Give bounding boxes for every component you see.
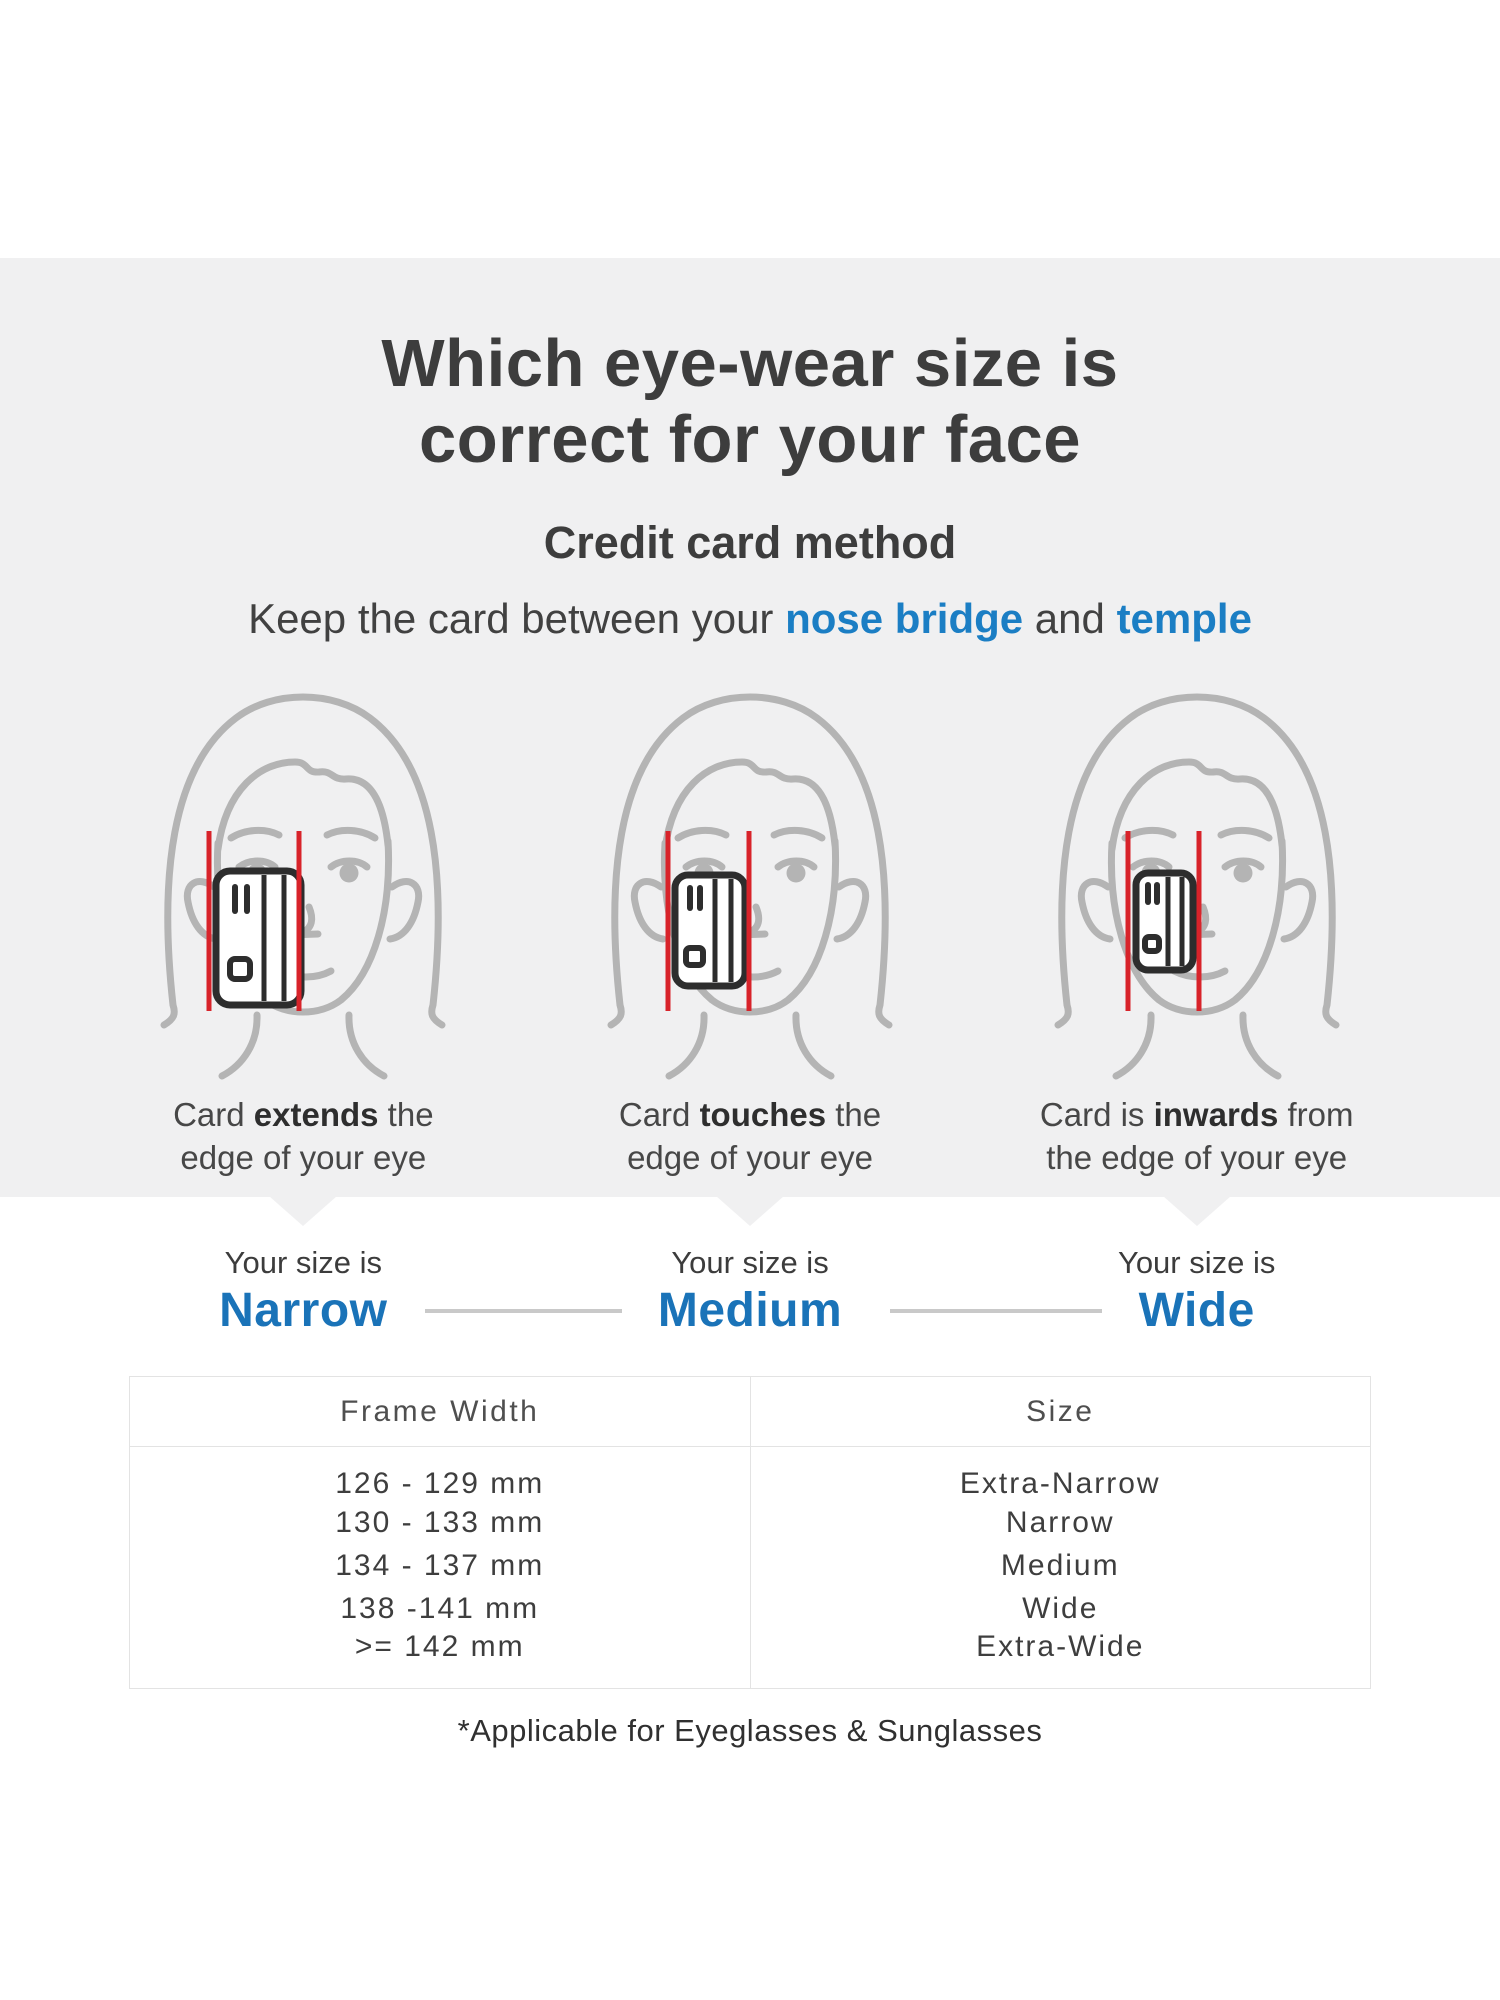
table-row: >= 142 mm Extra-Wide [129,1630,1371,1689]
caption-wide: Card is inwards from the edge of your ey… [1040,1093,1354,1180]
method-column-wide: Card is inwards from the edge of your ey… [973,673,1420,1180]
subtitle: Credit card method [543,516,957,568]
caption-line2: edge of your eye [180,1139,427,1177]
size-label: Your size is [224,1245,383,1280]
table-row: 134 - 137 mm Medium [129,1544,1371,1587]
credit-card-icon [212,867,305,1009]
credit-card-icon [1132,869,1197,974]
caption-text: Card is [1039,1095,1154,1133]
page-title: Which eye-wear size is correct for your … [0,258,1500,479]
caption-keyword: touches [699,1095,827,1133]
caption-keyword: extends [253,1095,379,1133]
caption-medium: Card touches the edge of your eye [619,1093,881,1180]
face-illustrations-row: Card extends the edge of your eye [80,673,1420,1180]
page-title-line2: correct for your face [418,402,1082,478]
caption-keyword: inwards [1153,1095,1279,1133]
triangle-pointer-wide [1162,1196,1231,1226]
page-title-line1: Which eye-wear size is [381,326,1119,401]
frame-width-cell: 130 - 133 mm [129,1501,751,1544]
column-header-frame-width: Frame Width [129,1376,751,1447]
caption-text: from [1278,1095,1354,1133]
size-value-wide: Wide [1138,1284,1255,1337]
caption-text: the [826,1095,882,1133]
method-column-medium: Card touches the edge of your eye [527,673,974,1180]
size-cell: Medium [1000,1548,1120,1582]
size-result-narrow: Your size is Narrow [80,1245,527,1337]
table-row: 138 -141 mm Wide [129,1587,1371,1630]
temple-highlight: temple [1116,594,1252,642]
caption-line2: edge of your eye [627,1139,873,1177]
instruction-prefix: Keep the card between your [248,594,786,642]
nose-bridge-highlight: nose bridge [785,594,1024,642]
size-value-medium: Medium [657,1284,843,1337]
credit-card-icon [671,871,749,990]
size-cell: Extra-Narrow [959,1467,1161,1500]
top-margin [0,0,1500,258]
table-row: 130 - 133 mm Narrow [129,1501,1371,1544]
size-label: Your size is [671,1245,829,1280]
size-result-medium: Your size is Medium [527,1245,974,1337]
triangle-pointer-narrow [269,1196,338,1226]
panel-notches [80,1196,1420,1226]
face-illustration-card-inwards [1031,673,1363,1093]
caption-text: Card [173,1095,254,1133]
infographic-panel: Which eye-wear size is correct for your … [0,258,1500,1226]
instruction-text: Keep the card between your nose bridge a… [0,595,1500,643]
frame-width-cell: 138 -141 mm [129,1587,751,1630]
frame-width-cell: 126 - 129 mm [129,1446,751,1501]
size-result-row: Your size is Narrow Your size is Medium … [80,1197,1420,1362]
footnote: *Applicable for Eyeglasses & Sunglasses [457,1713,1043,1748]
size-value-narrow: Narrow [219,1284,388,1337]
size-cell: Wide [1022,1591,1099,1625]
size-chart-table: Frame Width Size 126 - 129 mm Extra-Narr… [129,1376,1371,1689]
connector-line-narrow-medium [425,1309,622,1313]
size-cell: Extra-Wide [976,1630,1145,1663]
face-illustration-card-touches [584,673,916,1093]
size-result-wide: Your size is Wide [973,1245,1420,1337]
size-cell: Narrow [1005,1505,1115,1539]
size-label: Your size is [1117,1245,1276,1280]
table-header-row: Frame Width Size [129,1376,1371,1447]
frame-width-cell: 134 - 137 mm [129,1544,751,1587]
connector-line-medium-wide [890,1309,1102,1313]
caption-line2: the edge of your eye [1046,1139,1348,1177]
caption-narrow: Card extends the edge of your eye [173,1093,433,1180]
column-header-size: Size [750,1376,1371,1447]
face-illustration-card-extends [137,673,469,1093]
table-row: 126 - 129 mm Extra-Narrow [129,1446,1371,1501]
frame-width-cell: >= 142 mm [129,1630,751,1689]
caption-text: the [378,1095,434,1133]
caption-text: Card [618,1095,700,1133]
triangle-pointer-medium [716,1196,784,1226]
instruction-middle: and [1023,594,1117,642]
method-column-narrow: Card extends the edge of your eye [80,673,527,1180]
